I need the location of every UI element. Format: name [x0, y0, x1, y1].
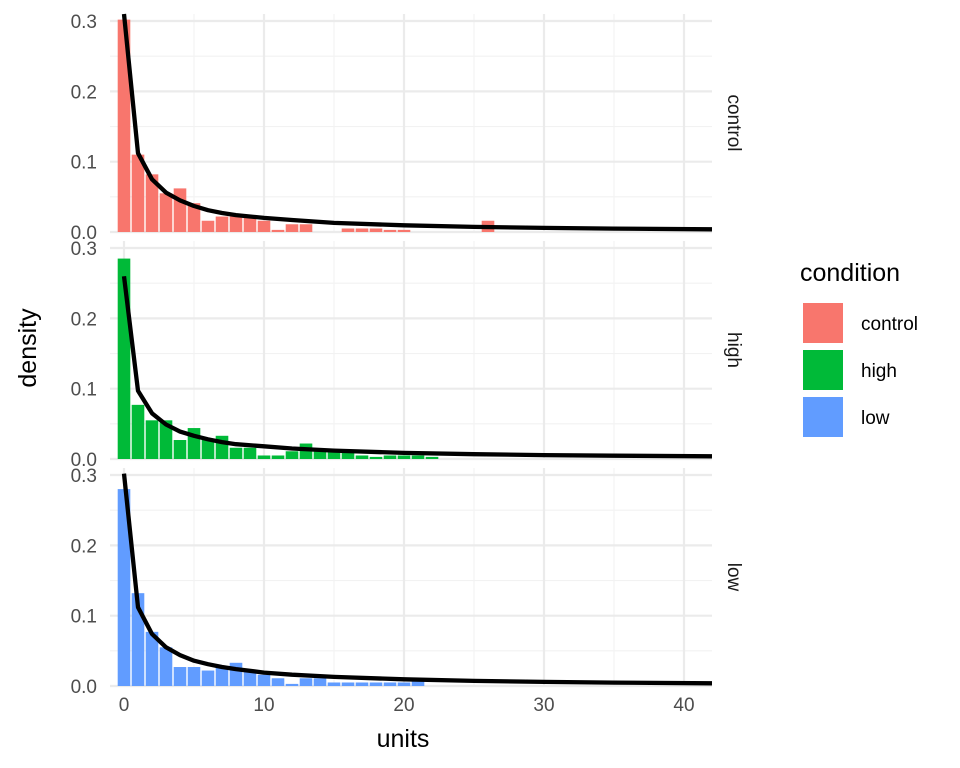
bar-low-17	[355, 682, 369, 686]
y-tick-label: 0.2	[71, 536, 97, 557]
bar-high-18	[369, 456, 383, 459]
bar-high-8	[229, 447, 243, 459]
bar-high-3	[159, 420, 173, 459]
facet-panel-low	[110, 468, 713, 688]
bar-high-22	[425, 456, 439, 459]
legend-key-high	[803, 350, 843, 390]
bar-low-11	[271, 678, 285, 686]
x-tick-label: 10	[253, 695, 274, 716]
bar-high-12	[285, 451, 299, 459]
bar-low-18	[369, 682, 383, 686]
bar-high-20	[397, 455, 411, 459]
y-tick-label: 0.0	[71, 450, 97, 471]
bar-control-5	[187, 203, 201, 232]
facet-strips: control high low	[723, 94, 744, 591]
strip-label-low: low	[723, 563, 744, 592]
y-tick-label: 0.3	[71, 12, 97, 33]
bar-control-0	[117, 19, 131, 232]
bar-high-19	[383, 455, 397, 459]
bar-high-17	[355, 455, 369, 459]
bar-low-21	[411, 678, 425, 686]
bar-low-10	[257, 674, 271, 686]
bar-control-10	[257, 220, 271, 232]
bar-control-13	[299, 224, 313, 232]
bar-low-3	[159, 647, 173, 686]
bar-high-6	[201, 440, 215, 459]
facet-panel-control	[110, 13, 713, 234]
bar-control-6	[201, 220, 215, 232]
bar-low-15	[327, 682, 341, 686]
bar-high-1	[131, 404, 145, 459]
legend-key-low	[803, 397, 843, 437]
y-tick-label: 0.0	[71, 223, 97, 244]
y-axes: 0.00.10.20.30.00.10.20.30.00.10.20.3	[71, 12, 97, 698]
bar-high-16	[341, 451, 355, 459]
bar-low-4	[173, 667, 187, 686]
legend-label-high: high	[861, 361, 897, 382]
bar-control-2	[145, 174, 159, 232]
x-axis: 0 10 20 30 40	[119, 695, 695, 716]
strip-label-control: control	[723, 94, 744, 151]
bar-low-9	[243, 670, 257, 686]
y-tick-label: 0.3	[71, 466, 97, 487]
bar-low-16	[341, 682, 355, 686]
bar-control-17	[355, 228, 369, 232]
bar-low-0	[117, 489, 131, 686]
bar-control-12	[285, 224, 299, 232]
bar-low-19	[383, 682, 397, 686]
y-tick-label: 0.1	[71, 380, 97, 401]
facet-panels	[110, 13, 713, 688]
x-tick-label: 30	[533, 695, 554, 716]
bar-low-12	[285, 683, 299, 686]
y-tick-label: 0.1	[71, 607, 97, 628]
bar-low-13	[299, 678, 313, 686]
x-tick-label: 40	[673, 695, 694, 716]
y-tick-label: 0.2	[71, 309, 97, 330]
x-axis-title: units	[377, 725, 430, 753]
strip-label-high: high	[723, 332, 744, 368]
y-tick-label: 0.1	[71, 153, 97, 174]
bar-low-20	[397, 682, 411, 686]
legend: condition control high low	[800, 259, 918, 437]
bar-control-19	[383, 229, 397, 232]
y-tick-label: 0.3	[71, 239, 97, 260]
bar-control-11	[271, 229, 285, 232]
bar-control-7	[215, 216, 229, 232]
facet-panel-high	[110, 241, 713, 461]
y-axis-title: density	[14, 308, 42, 388]
legend-title: condition	[800, 259, 900, 287]
bar-low-2	[145, 631, 159, 686]
bar-low-6	[201, 670, 215, 686]
bar-control-8	[229, 216, 243, 232]
x-tick-label: 20	[393, 695, 414, 716]
bar-control-20	[397, 229, 411, 232]
fit-curve-control	[121, 13, 713, 232]
bar-high-21	[411, 455, 425, 459]
bar-high-4	[173, 440, 187, 459]
bar-control-4	[173, 188, 187, 232]
bar-low-5	[187, 667, 201, 686]
legend-label-low: low	[861, 408, 890, 429]
bar-high-2	[145, 420, 159, 459]
bar-control-1	[131, 154, 145, 232]
bar-high-11	[271, 455, 285, 459]
bar-control-9	[243, 216, 257, 232]
bar-high-9	[243, 447, 257, 459]
bar-high-14	[313, 451, 327, 459]
bar-control-16	[341, 228, 355, 232]
x-tick-label: 0	[119, 695, 130, 716]
bar-control-18	[369, 228, 383, 232]
bar-high-15	[327, 451, 341, 459]
fit-curve-high	[121, 275, 713, 459]
legend-label-control: control	[861, 314, 918, 335]
fit-curve-low	[121, 473, 713, 686]
y-tick-label: 0.0	[71, 677, 97, 698]
bar-low-7	[215, 667, 229, 686]
y-tick-label: 0.2	[71, 82, 97, 103]
bar-low-14	[313, 678, 327, 686]
bar-control-3	[159, 193, 173, 232]
bar-high-10	[257, 455, 271, 459]
legend-key-control	[803, 303, 843, 343]
